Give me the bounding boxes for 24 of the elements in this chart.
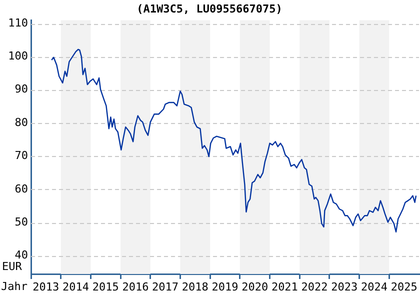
x-axis-title: Jahr — [1, 280, 28, 293]
x-tick-label: 2015 — [92, 280, 119, 294]
y-tick-label: 100 — [8, 50, 28, 63]
chart-title: (A1W3C5, LU0955667075) — [136, 2, 282, 16]
x-tick-label: 2017 — [152, 280, 179, 294]
x-tick-label: 2020 — [242, 280, 268, 294]
y-tick-label: 110 — [8, 16, 28, 30]
x-tick-label: 2018 — [182, 280, 208, 294]
x-tick-label: 2022 — [301, 280, 328, 294]
y-tick-label: 90 — [14, 82, 28, 96]
y-tick-label: 60 — [14, 182, 28, 196]
x-tick-label: 2016 — [122, 280, 149, 294]
x-tick-label: 2021 — [271, 280, 298, 294]
x-tick-label: 2013 — [32, 280, 60, 294]
y-tick-label: 80 — [14, 116, 28, 129]
y-tick-label: 40 — [14, 248, 28, 262]
x-tick-label: 2014 — [62, 280, 90, 294]
y-axis-title: EUR — [2, 260, 22, 273]
y-tick-label: 50 — [14, 215, 28, 228]
y-tick-label: 70 — [14, 149, 28, 162]
x-tick-label: 2019 — [212, 280, 238, 294]
x-tick-label: 2024 — [360, 280, 388, 294]
x-tick-label: 2025 — [390, 280, 418, 294]
x-tick-label: 2023 — [331, 280, 358, 294]
